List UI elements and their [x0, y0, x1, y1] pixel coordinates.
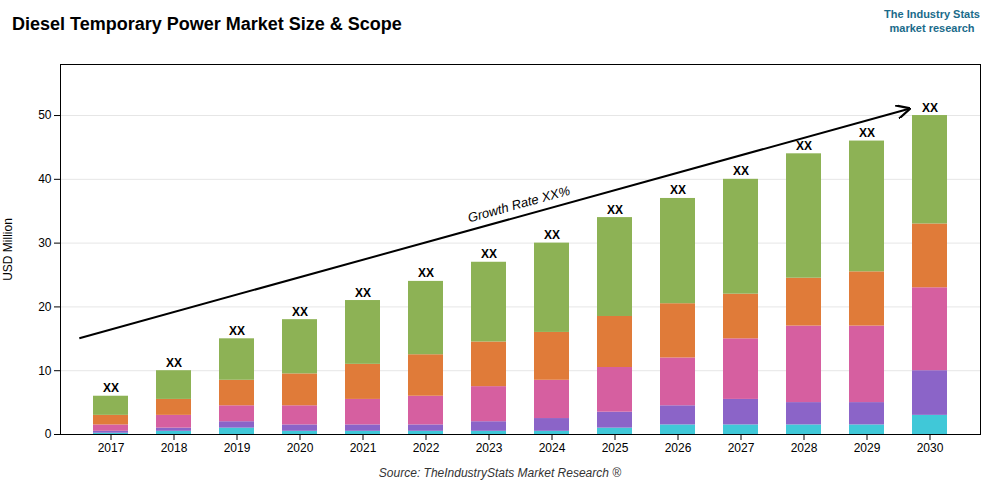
svg-text:2026: 2026 — [665, 441, 692, 455]
svg-text:XX: XX — [922, 101, 938, 115]
svg-text:USD Million: USD Million — [1, 218, 15, 281]
svg-text:XX: XX — [355, 286, 371, 300]
svg-text:XX: XX — [481, 247, 497, 261]
svg-text:2020: 2020 — [287, 441, 314, 455]
svg-text:XX: XX — [607, 203, 623, 217]
svg-text:2021: 2021 — [350, 441, 377, 455]
svg-text:Growth Rate XX%: Growth Rate XX% — [466, 183, 572, 226]
svg-text:40: 40 — [38, 172, 52, 186]
svg-text:2024: 2024 — [539, 441, 566, 455]
svg-text:2022: 2022 — [413, 441, 440, 455]
svg-text:2025: 2025 — [602, 441, 629, 455]
svg-text:XX: XX — [670, 183, 686, 197]
svg-text:2028: 2028 — [791, 441, 818, 455]
html-text:Diesel Temporary Power Market: Diesel Temporary Power Market Size & Sco… — [12, 14, 402, 34]
svg-text:20: 20 — [38, 300, 52, 314]
svg-text:XX: XX — [733, 164, 749, 178]
svg-text:XX: XX — [229, 324, 245, 338]
svg-text:2017: 2017 — [98, 441, 125, 455]
svg-text:2030: 2030 — [917, 441, 944, 455]
svg-text:XX: XX — [103, 381, 119, 395]
html-text:Source: TheIndustryStats Marke: Source: TheIndustryStats Market Research… — [378, 466, 622, 480]
svg-text:2027: 2027 — [728, 441, 755, 455]
svg-text:30: 30 — [38, 236, 52, 250]
svg-text:XX: XX — [796, 139, 812, 153]
html-text:The Industry Stats: The Industry Stats — [884, 8, 980, 20]
svg-text:2018: 2018 — [161, 441, 188, 455]
svg-text:XX: XX — [418, 266, 434, 280]
svg-text:50: 50 — [38, 108, 52, 122]
svg-text:XX: XX — [292, 305, 308, 319]
svg-text:2023: 2023 — [476, 441, 503, 455]
html-text:market research: market research — [889, 21, 975, 34]
svg-text:10: 10 — [38, 364, 52, 378]
svg-text:XX: XX — [166, 356, 182, 370]
svg-text:2019: 2019 — [224, 441, 251, 455]
svg-text:0: 0 — [45, 427, 52, 441]
svg-text:2029: 2029 — [854, 441, 881, 455]
svg-text:XX: XX — [544, 228, 560, 242]
svg-text:XX: XX — [859, 126, 875, 140]
